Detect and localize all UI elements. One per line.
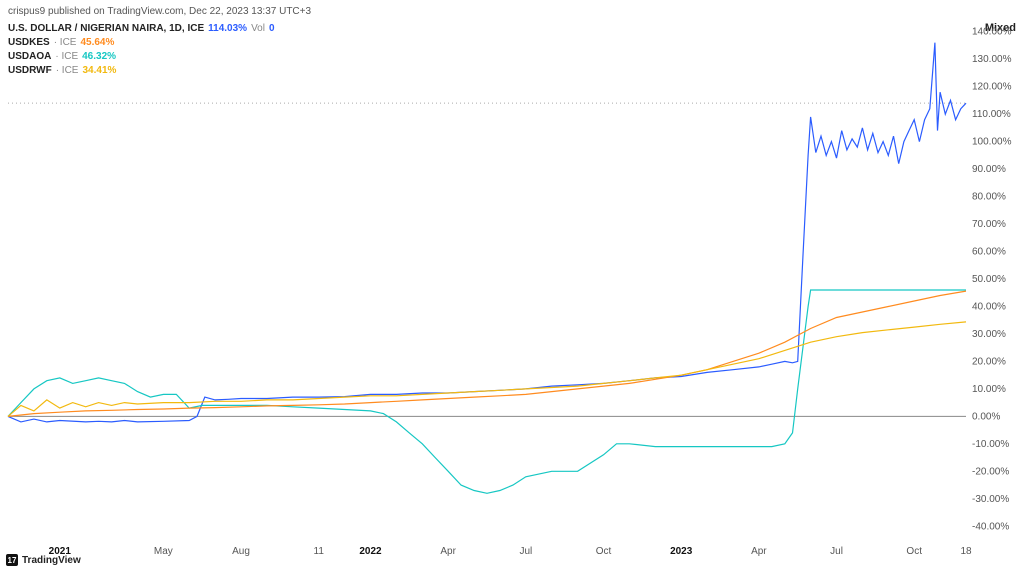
svg-text:140.00%: 140.00% (972, 27, 1012, 38)
svg-text:May: May (154, 546, 173, 557)
brand-logo-icon: 17 (6, 554, 18, 566)
svg-text:Jul: Jul (519, 546, 532, 557)
svg-text:11: 11 (314, 546, 325, 557)
svg-text:130.00%: 130.00% (972, 54, 1012, 65)
series-USDAOA (8, 290, 966, 493)
svg-text:Oct: Oct (906, 546, 922, 557)
svg-text:2022: 2022 (359, 546, 382, 557)
svg-text:-20.00%: -20.00% (972, 466, 1009, 477)
svg-text:18: 18 (960, 546, 972, 557)
svg-text:-30.00%: -30.00% (972, 494, 1009, 505)
svg-text:Apr: Apr (751, 546, 767, 557)
svg-text:60.00%: 60.00% (972, 247, 1006, 258)
svg-text:90.00%: 90.00% (972, 164, 1006, 175)
svg-text:40.00%: 40.00% (972, 301, 1006, 312)
brand-name: TradingView (22, 555, 81, 566)
series-USDNGN (8, 43, 966, 422)
brand-footer: 17 TradingView (6, 554, 81, 566)
svg-text:0.00%: 0.00% (972, 411, 1000, 422)
svg-text:Jul: Jul (830, 546, 843, 557)
svg-text:2023: 2023 (670, 546, 693, 557)
svg-text:70.00%: 70.00% (972, 219, 1006, 230)
svg-text:110.00%: 110.00% (972, 109, 1011, 120)
svg-text:10.00%: 10.00% (972, 384, 1006, 395)
svg-text:Oct: Oct (596, 546, 612, 557)
svg-text:30.00%: 30.00% (972, 329, 1006, 340)
series-USDKES (8, 291, 966, 416)
series-USDRWF (8, 322, 966, 417)
svg-text:-10.00%: -10.00% (972, 439, 1009, 450)
svg-text:Apr: Apr (440, 546, 456, 557)
svg-text:100.00%: 100.00% (972, 137, 1012, 148)
svg-text:120.00%: 120.00% (972, 82, 1012, 93)
svg-text:20.00%: 20.00% (972, 356, 1006, 367)
svg-text:50.00%: 50.00% (972, 274, 1006, 285)
svg-text:Aug: Aug (232, 546, 250, 557)
chart-svg: 140.00%130.00%120.00%110.00%100.00%90.00… (0, 0, 1024, 570)
svg-text:-40.00%: -40.00% (972, 521, 1009, 532)
svg-text:80.00%: 80.00% (972, 192, 1006, 203)
